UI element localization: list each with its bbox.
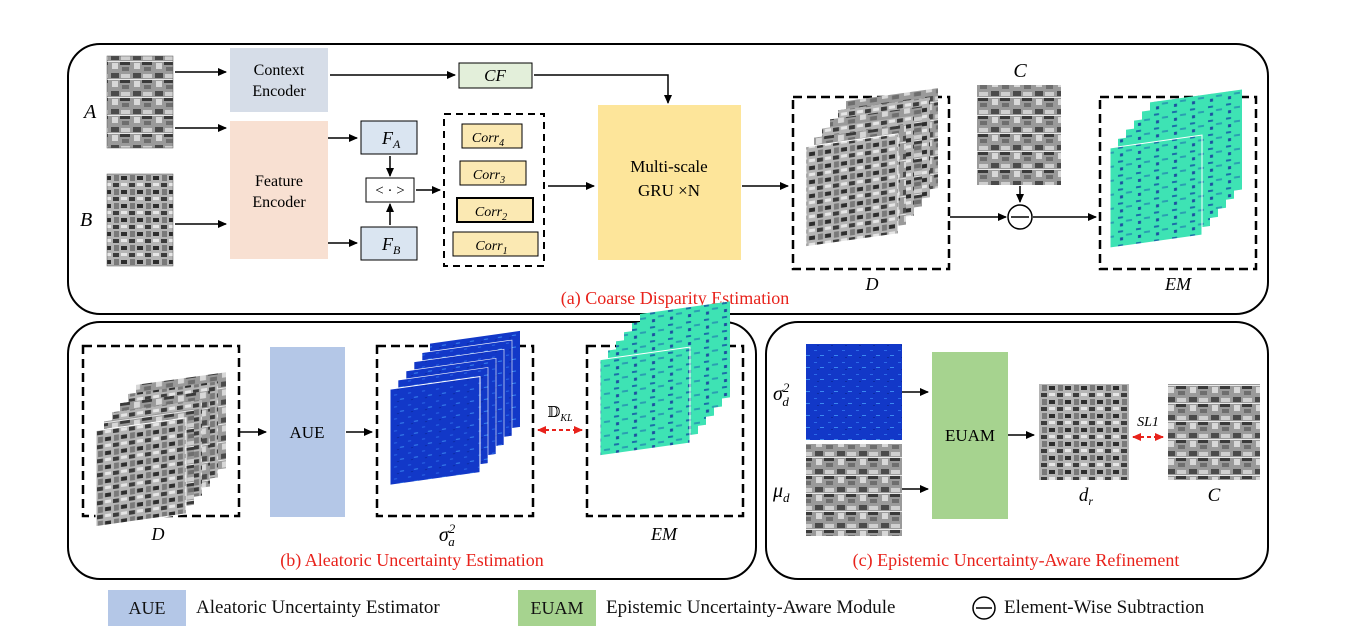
sigma-a-label: σ — [439, 524, 450, 546]
d-label-b: D — [151, 524, 165, 544]
c-label-a: C — [1013, 60, 1027, 82]
dot-product-box — [365, 177, 415, 203]
input-label-b: B — [80, 209, 92, 231]
corr-label-2: Corr2 — [475, 205, 507, 223]
legend-subtraction-text: Element-Wise Subtraction — [1004, 597, 1205, 618]
legend-aue-swatch: AUE — [108, 590, 186, 626]
svg-text:𝔻KL: 𝔻KL — [547, 405, 573, 424]
context-encoder-label-1: Context — [254, 62, 305, 79]
panel-a-caption: (a) Coarse Disparity Estimation — [561, 288, 789, 309]
svg-text:FA: FA — [381, 128, 401, 151]
gru-label-2: GRU ×N — [638, 181, 700, 200]
svg-text:μd: μd — [772, 480, 790, 505]
pipeline-diagram: A B Context Encoder Feature Encoder CF F… — [67, 43, 1269, 580]
panel-c-frame — [765, 321, 1269, 580]
sigma-a-sup: 2 — [449, 521, 456, 536]
ground-truth-image-c — [1168, 384, 1260, 480]
em-stack-b — [599, 301, 730, 457]
disparity-stack-frame-a — [791, 95, 951, 271]
mu-d-sub: d — [783, 490, 790, 505]
feature-encoder-box — [230, 121, 328, 259]
panel-c-caption: (c) Epistemic Uncertainty-Aware Refineme… — [853, 550, 1180, 571]
subtraction-legend-icon — [972, 596, 996, 620]
gru-label-1: Multi-scale — [630, 157, 707, 176]
mu-d-image — [806, 444, 902, 536]
legend-euam: EUAM Epistemic Uncertainty-Aware Module — [518, 590, 896, 626]
corr-pyramid: Corr4 Corr3 Corr2 Corr1 — [452, 123, 539, 257]
sigma-d-image — [806, 344, 902, 440]
sl1-label: SL1 — [1137, 415, 1159, 430]
em-stack-a — [1109, 89, 1242, 249]
corr-box-3 — [459, 160, 527, 186]
corr-box-4 — [461, 123, 523, 149]
input-image-a — [106, 55, 174, 149]
legend-subtraction: Element-Wise Subtraction — [970, 590, 1204, 626]
disparity-stack-a — [805, 88, 938, 248]
euam-box — [932, 352, 1008, 519]
svg-text:FB: FB — [381, 234, 401, 257]
em-label-b: EM — [650, 524, 678, 544]
legend-aue: AUE Aleatoric Uncertainty Estimator — [108, 590, 440, 626]
sigma-a-sub: a — [448, 534, 455, 549]
corr-box-2 — [456, 197, 534, 223]
c-label-c: C — [1208, 485, 1221, 506]
dr-label: d — [1079, 485, 1089, 506]
input-image-b — [106, 173, 174, 267]
refined-disparity-image — [1039, 384, 1129, 480]
kl-label: 𝔻 — [547, 405, 560, 421]
input-label-a: A — [82, 101, 97, 123]
context-encoder-box — [230, 48, 328, 112]
aue-box — [270, 347, 345, 517]
sigma-d-sup: 2 — [783, 380, 790, 395]
fa-sub: A — [392, 137, 401, 151]
aue-label: AUE — [290, 423, 325, 442]
corr-label-4: Corr4 — [472, 131, 504, 149]
fa-box — [360, 120, 418, 155]
panel-b-caption: (b) Aleatoric Uncertainty Estimation — [280, 550, 543, 571]
legend-euam-swatch: EUAM — [518, 590, 596, 626]
mu-d-label: μ — [772, 480, 783, 502]
corr-pyramid-frame — [443, 113, 545, 267]
sigma-d-sub: d — [782, 394, 789, 409]
svg-text:σ2d: σ2 d — [773, 380, 790, 409]
panel-b-frame — [67, 321, 757, 580]
em-label-a: EM — [1164, 274, 1192, 294]
ground-truth-image-a — [977, 85, 1061, 185]
corr-label-3: Corr3 — [473, 168, 505, 186]
svg-text:σ2a: σ2 a — [439, 521, 456, 549]
cf-box — [458, 62, 533, 89]
sigma-d-label: σ — [773, 383, 784, 405]
kl-sub: KL — [559, 413, 573, 424]
fa-label: F — [381, 128, 394, 148]
cf-label: CF — [484, 66, 506, 85]
dr-sub: r — [1088, 494, 1093, 508]
feature-encoder-label-1: Feature — [255, 173, 303, 190]
feature-encoder-label-2: Encoder — [252, 194, 306, 211]
context-encoder-label-2: Encoder — [252, 83, 306, 100]
euam-label: EUAM — [945, 426, 995, 445]
em-stack-frame-a — [1098, 95, 1258, 271]
legend-euam-text: Epistemic Uncertainty-Aware Module — [606, 597, 896, 618]
legend-aue-text: Aleatoric Uncertainty Estimator — [196, 597, 440, 618]
fb-label: F — [381, 234, 394, 254]
gru-box — [598, 105, 741, 260]
fb-sub: B — [393, 243, 401, 257]
sigma-a-stack — [389, 330, 520, 486]
fb-box — [360, 226, 418, 261]
disparity-stack-frame-b — [81, 344, 241, 518]
disparity-stack-b — [95, 372, 226, 528]
corr-label-1: Corr1 — [475, 239, 507, 257]
svg-text:dr: dr — [1079, 485, 1094, 508]
d-label-a: D — [865, 274, 879, 294]
corr-box-1 — [452, 231, 539, 257]
dot-product-label: < · > — [375, 183, 404, 199]
